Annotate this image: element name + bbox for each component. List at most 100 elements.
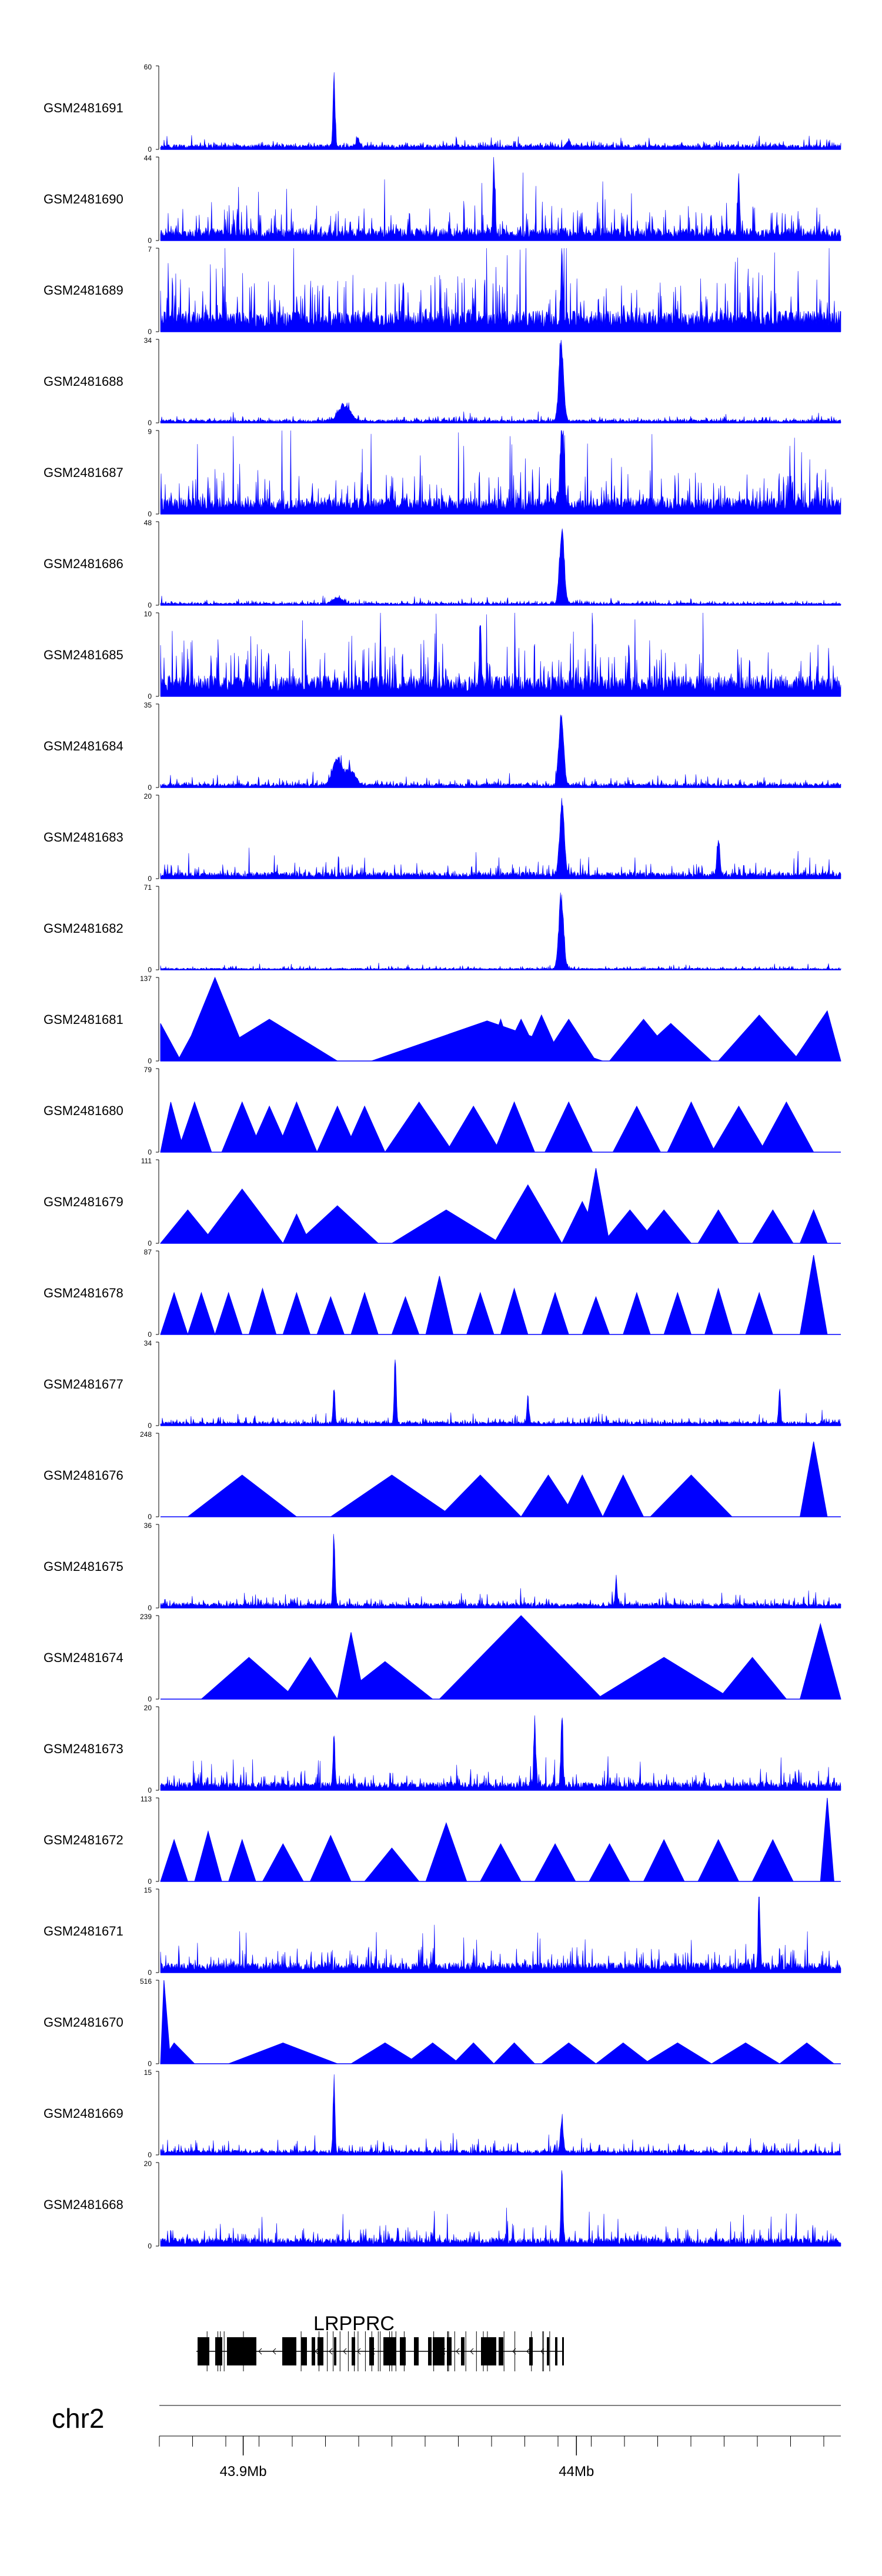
- strand-arrow: [357, 2348, 361, 2355]
- signal-area: [160, 1101, 841, 1153]
- signal-area: [160, 715, 841, 788]
- track-GSM2481674: GSM2481674 239 0: [44, 1613, 841, 1703]
- gene-exon: [529, 2337, 533, 2365]
- track-GSM2481689: GSM2481689 7 0: [44, 245, 841, 336]
- y-max-label: 34: [144, 336, 152, 345]
- track-label: GSM2481670: [44, 2015, 123, 2030]
- signal-area: [160, 1359, 841, 1426]
- strand-arrow: [442, 2348, 446, 2355]
- track-label: GSM2481678: [44, 1286, 123, 1300]
- y-max-label: 15: [144, 2068, 152, 2077]
- signal-area: [161, 1615, 841, 1700]
- signal-area: [160, 528, 841, 606]
- track-label: GSM2481690: [44, 192, 123, 206]
- y-max-label: 87: [144, 1248, 152, 1256]
- signal-area: [160, 1980, 841, 2064]
- gene-exon: [301, 2337, 307, 2365]
- y-min-label: 0: [148, 783, 152, 792]
- y-min-label: 0: [148, 1877, 152, 1886]
- y-min-label: 0: [148, 510, 152, 518]
- track-label: GSM2481671: [44, 1924, 123, 1938]
- signal-area: [160, 1534, 841, 1609]
- track-label: GSM2481668: [44, 2197, 123, 2212]
- track-GSM2481673: GSM2481673 20 0: [44, 1704, 841, 1794]
- y-max-label: 113: [141, 1795, 152, 1803]
- y-max-label: 20: [144, 2160, 152, 2168]
- gene-exon: [414, 2337, 419, 2365]
- gene-exon: [400, 2337, 406, 2365]
- gene-exon: [499, 2337, 503, 2365]
- gene-exon: [198, 2337, 209, 2365]
- track-GSM2481688: GSM2481688 34 0: [44, 336, 841, 427]
- y-max-label: 48: [144, 519, 152, 527]
- y-max-label: 248: [140, 1430, 152, 1439]
- signal-area: [160, 892, 841, 970]
- y-max-label: 15: [144, 1886, 152, 1894]
- strand-arrow: [399, 2348, 403, 2355]
- gene-exon: [334, 2337, 336, 2365]
- y-min-label: 0: [148, 1695, 152, 1703]
- gene-exon: [562, 2337, 564, 2365]
- track-label: GSM2481677: [44, 1377, 123, 1392]
- signal-area: [160, 430, 841, 515]
- strand-arrow: [258, 2348, 262, 2355]
- gene-exon: [433, 2337, 445, 2365]
- y-max-label: 239: [140, 1613, 152, 1621]
- track-GSM2481678: GSM2481678 87 0: [44, 1248, 841, 1339]
- strand-arrow: [540, 2348, 544, 2355]
- track-label: GSM2481689: [44, 283, 123, 298]
- y-min-label: 0: [148, 692, 152, 700]
- y-min-label: 0: [148, 2060, 152, 2068]
- y-max-label: 20: [144, 792, 152, 800]
- gene-exon: [318, 2337, 323, 2365]
- gene-model: [196, 2331, 564, 2371]
- strand-arrow: [427, 2348, 432, 2355]
- track-label: GSM2481686: [44, 556, 123, 571]
- track-GSM2481669: GSM2481669 15 0: [44, 2068, 841, 2159]
- strand-arrow: [470, 2348, 474, 2355]
- signal-area: [160, 1255, 841, 1336]
- y-max-label: 516: [140, 1977, 152, 1986]
- y-min-label: 0: [148, 419, 152, 427]
- track-label: GSM2481676: [44, 1468, 123, 1483]
- track-label: GSM2481675: [44, 1559, 123, 1574]
- gene-exon: [555, 2337, 557, 2365]
- strand-arrow: [456, 2348, 460, 2355]
- track-label: GSM2481680: [44, 1103, 123, 1118]
- strand-arrow: [329, 2348, 333, 2355]
- y-min-label: 0: [148, 1968, 152, 1977]
- signal-area: [160, 1715, 841, 1791]
- y-min-label: 0: [148, 1786, 152, 1794]
- strand-arrow: [512, 2348, 516, 2355]
- track-label: GSM2481674: [44, 1650, 123, 1665]
- signal-area: [160, 1797, 841, 1882]
- y-min-label: 0: [148, 966, 152, 974]
- signal-area: [160, 798, 841, 879]
- y-max-label: 20: [144, 1704, 152, 1712]
- signal-area: [160, 156, 841, 241]
- y-max-label: 111: [141, 1157, 152, 1165]
- gene-exon: [352, 2337, 355, 2365]
- track-label: GSM2481683: [44, 830, 123, 845]
- signal-area: [160, 2170, 841, 2247]
- y-min-label: 0: [148, 145, 152, 154]
- y-min-label: 0: [148, 875, 152, 883]
- track-label: GSM2481673: [44, 1741, 123, 1756]
- track-GSM2481671: GSM2481671 15 0: [44, 1886, 841, 1977]
- signal-area: [160, 1896, 841, 1973]
- y-min-label: 0: [148, 1330, 152, 1339]
- y-max-label: 35: [144, 701, 152, 709]
- y-max-label: 36: [144, 1521, 152, 1530]
- strand-arrow: [484, 2348, 488, 2355]
- y-max-label: 7: [148, 245, 152, 253]
- track-GSM2481681: GSM2481681 137 0: [44, 975, 841, 1065]
- track-label: GSM2481685: [44, 648, 123, 662]
- y-max-label: 71: [144, 883, 152, 892]
- track-label: GSM2481691: [44, 101, 123, 115]
- y-max-label: 10: [144, 610, 152, 618]
- axis-ticks: 43.9Mb 44Mb: [159, 2436, 824, 2480]
- y-min-label: 0: [148, 1057, 152, 1065]
- track-GSM2481672: GSM2481672 113 0: [44, 1795, 841, 1886]
- track-GSM2481670: GSM2481670 516 0: [44, 1977, 841, 2068]
